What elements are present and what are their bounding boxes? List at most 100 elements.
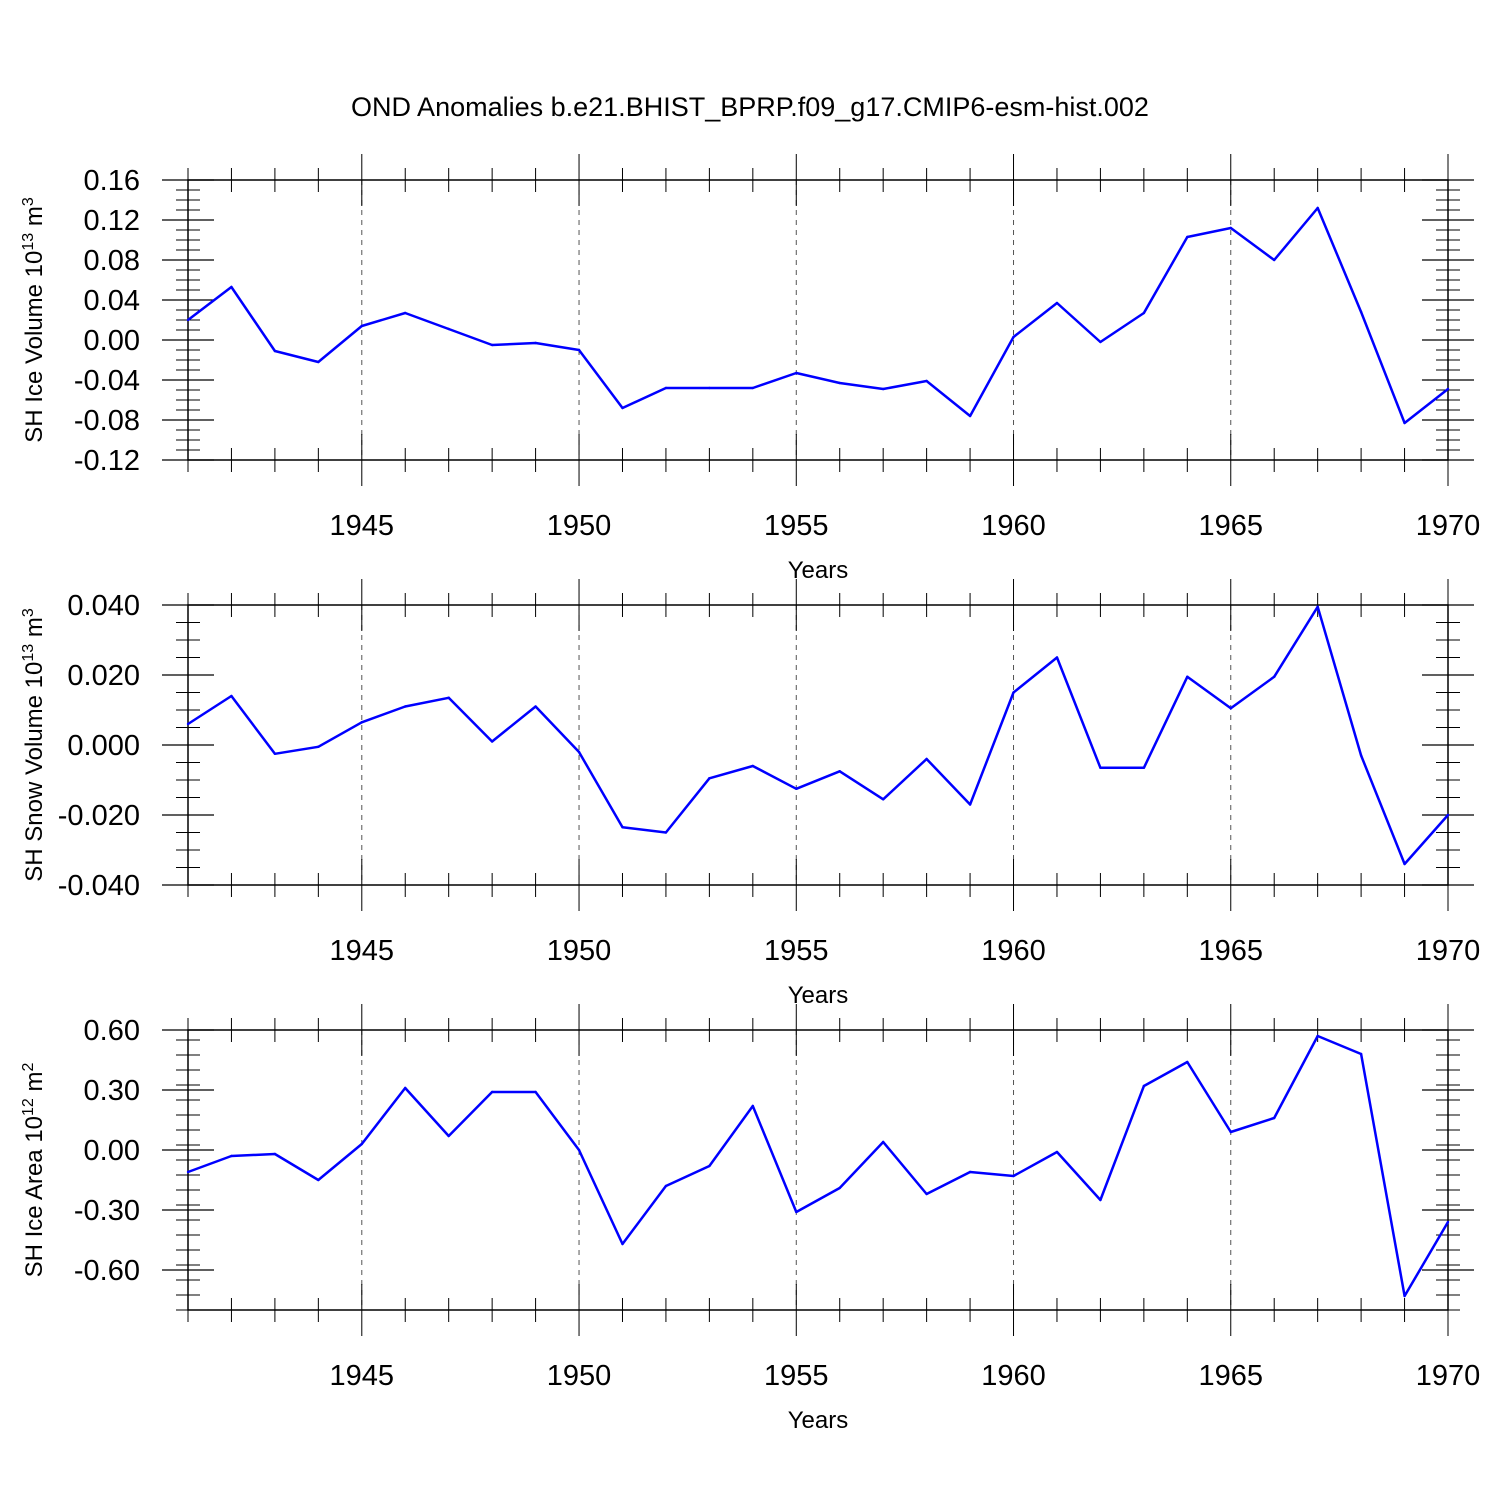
data-point (1186, 1060, 1189, 1064)
chart-panels: 0.16 0.12 0.08 0.04 0.00 -0.04 -0.08 -0.12 1945 1… (20, 154, 1480, 1434)
data-point (404, 311, 407, 315)
plot-frame (187, 604, 1449, 886)
data-point (1403, 1294, 1406, 1298)
data-point (1403, 862, 1406, 866)
x-tick-label: 1970 (1416, 510, 1481, 542)
data-point (1316, 605, 1319, 608)
data-point (230, 285, 233, 289)
data-point (751, 1104, 755, 1108)
x-tick-label: 1955 (764, 510, 829, 542)
data-point (577, 1148, 581, 1152)
data-point (360, 721, 363, 724)
data-point (186, 318, 190, 322)
data-point (1055, 1150, 1059, 1154)
data-point (1446, 387, 1450, 391)
y-tick-label: 0.16 (84, 165, 140, 197)
data-point (881, 798, 885, 801)
x-tick-label: 1950 (547, 935, 612, 967)
series-line (187, 1034, 1450, 1298)
x-axis-label: Years (788, 982, 849, 1009)
data-point (273, 752, 277, 755)
data-point (1142, 766, 1146, 769)
data-point (1012, 1174, 1015, 1178)
x-tick-label: 1970 (1416, 935, 1481, 967)
data-point (1316, 206, 1319, 210)
data-point (664, 831, 668, 834)
x-tick-label: 1960 (981, 1360, 1046, 1392)
y-tick-label: 0.08 (84, 245, 140, 277)
series-line (187, 605, 1449, 866)
data-point (621, 406, 624, 410)
data-point (1055, 301, 1059, 305)
y-tick-label: -0.60 (74, 1255, 140, 1287)
data-point (968, 803, 972, 806)
data-point (447, 696, 450, 699)
x-tick-label: 1950 (547, 510, 612, 542)
data-point (708, 1164, 711, 1168)
data-point (838, 1186, 841, 1190)
chart-title: OND Anomalies b.e21.BHIST_BPRP.f09_g17.C… (351, 92, 1149, 122)
series-line (187, 206, 1449, 425)
data-point (664, 1184, 668, 1188)
y-tick-label: -0.08 (74, 405, 140, 437)
data-point (534, 705, 537, 708)
data-point (577, 348, 581, 352)
data-point (795, 371, 798, 375)
data-point (534, 1090, 537, 1094)
data-point (751, 386, 755, 390)
y-axis-label: SH Snow Volume 1013 m3 (20, 608, 48, 882)
x-tick-label: 1945 (330, 1360, 395, 1392)
data-point (1359, 1052, 1363, 1056)
x-axis-label: Years (788, 1407, 849, 1434)
data-point (1142, 311, 1146, 315)
data-point (1359, 310, 1363, 314)
data-point (838, 770, 841, 773)
data-point (621, 1242, 624, 1246)
x-tick-label: 1960 (981, 935, 1046, 967)
data-point (490, 1090, 494, 1094)
data-point (1316, 1034, 1319, 1038)
data-point (1273, 1116, 1276, 1120)
y-axis-label: SH Ice Volume 1013 m3 (20, 197, 48, 443)
data-point (404, 705, 407, 708)
y-tick-label: 0.00 (84, 1135, 140, 1167)
data-point (317, 360, 320, 364)
x-axis-label: Years (788, 557, 849, 584)
data-point (273, 1152, 277, 1156)
y-tick-label: 0.000 (67, 730, 140, 762)
data-point (1012, 691, 1015, 694)
y-tick-label: 0.04 (84, 285, 140, 317)
data-point (881, 387, 885, 391)
data-point (968, 414, 972, 418)
data-point (1012, 335, 1015, 339)
y-tick-label: 0.12 (84, 205, 140, 237)
x-tick-label: 1945 (330, 935, 395, 967)
data-point (404, 1086, 407, 1090)
x-tick-label: 1955 (764, 935, 829, 967)
data-point (1446, 813, 1450, 817)
y-tick-label: 0.020 (67, 660, 140, 692)
data-point (490, 740, 494, 743)
data-point (925, 1192, 928, 1196)
x-tick-label: 1965 (1199, 510, 1264, 542)
panel-3: 0.60 0.30 0.00 -0.30 -0.60 1945 1950 1955 1960 19… (20, 1004, 1480, 1434)
data-point (1142, 1084, 1146, 1088)
data-point (1446, 1220, 1450, 1224)
data-point (1403, 421, 1406, 425)
y-tick-label: 0.00 (84, 325, 140, 357)
data-point (360, 1142, 363, 1146)
plot-frame (187, 179, 1449, 461)
data-point (1055, 656, 1059, 659)
x-tick-label: 1965 (1199, 935, 1264, 967)
y-tick-label: -0.020 (58, 800, 140, 832)
data-point (1229, 1130, 1232, 1134)
data-point (621, 826, 624, 829)
data-point (447, 1134, 450, 1138)
data-point (1273, 258, 1276, 262)
data-point (1359, 754, 1363, 757)
data-point (317, 1178, 320, 1182)
y-tick-label: -0.040 (58, 870, 140, 902)
x-tick-label: 1970 (1416, 1360, 1481, 1392)
data-point (1099, 766, 1102, 769)
data-point (317, 745, 320, 748)
